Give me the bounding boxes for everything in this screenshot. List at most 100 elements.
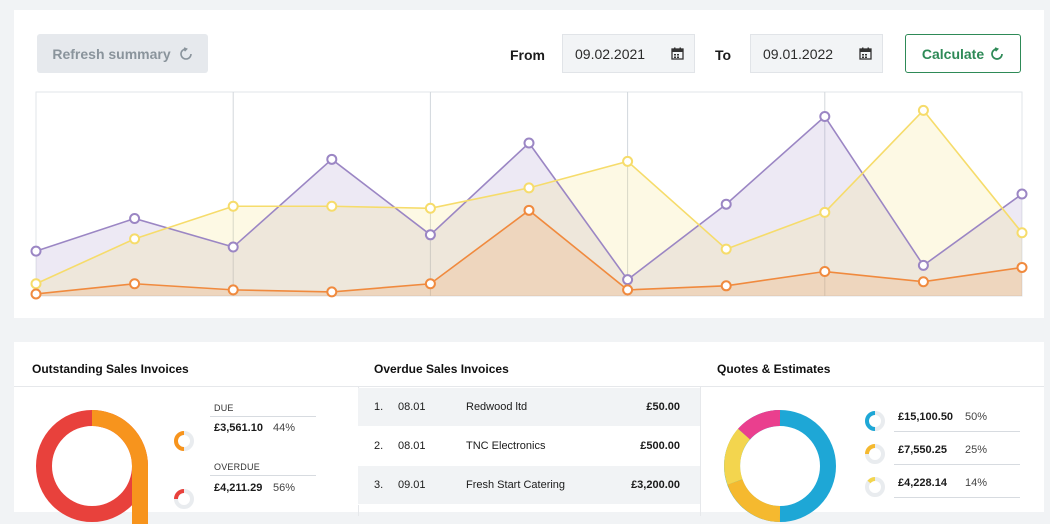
series-1-point: [819, 110, 831, 122]
refresh-summary-label: Refresh summary: [52, 45, 171, 62]
quote-amount-1: £15,100.50: [898, 411, 954, 423]
series-1-point: [227, 241, 239, 253]
table-row[interactable]: 3. 09.01 Fresh Start Catering £3,200.00: [358, 466, 700, 505]
to-date-field[interactable]: 09.01.2022: [750, 34, 883, 73]
quote-amount-2: £7,550.25: [898, 444, 947, 456]
table-row[interactable]: 1. 08.01 Redwood ltd £50.00: [358, 388, 700, 427]
legend-underline: [894, 464, 1020, 465]
series-1-point: [720, 198, 732, 210]
quotes-slice-2: [727, 478, 781, 522]
due-mini-ring-icon: [174, 431, 194, 451]
series-3-point: [917, 276, 929, 288]
series-2-point: [917, 104, 929, 116]
row-amount: £50.00: [646, 401, 680, 413]
refresh-icon: [991, 46, 1003, 60]
quote-mini-ring-icon: [865, 444, 885, 464]
series-1-point: [622, 274, 634, 286]
series-2-point: [720, 243, 732, 255]
series-3-point: [1016, 261, 1028, 273]
quote-mini-ring-icon: [865, 411, 885, 431]
row-number: 1.: [374, 401, 384, 413]
row-customer: Redwood ltd: [466, 401, 528, 413]
series-2-point: [326, 200, 338, 212]
series-2-point: [129, 233, 141, 245]
row-number: 2.: [374, 440, 384, 452]
to-date-value: 09.01.2022: [763, 45, 834, 62]
calendar-icon[interactable]: [859, 47, 872, 60]
quotes-title: Quotes & Estimates: [717, 362, 831, 376]
calculate-button[interactable]: Calculate: [905, 34, 1021, 73]
series-1-point: [30, 245, 42, 257]
due-percent: 44%: [273, 422, 296, 434]
overdue-amount: £4,211.29: [214, 482, 263, 494]
due-slice: [91, 410, 148, 524]
series-3-point: [720, 280, 732, 292]
to-label: To: [715, 47, 732, 63]
series-3-point: [129, 278, 141, 290]
quote-percent-2: 25%: [965, 444, 988, 456]
overdue-mini-ring-icon: [174, 489, 194, 509]
quote-mini-ring-icon: [865, 477, 885, 497]
overdue-title: Overdue Sales Invoices: [374, 362, 509, 376]
quote-amount-3: £4,228.14: [898, 477, 947, 489]
quotes-donut-chart: [724, 409, 836, 522]
invoices-panel: Outstanding Sales Invoices Overdue Sales…: [14, 342, 1044, 524]
series-1-point: [917, 259, 929, 271]
series-1-point: [523, 137, 535, 149]
row-date: 08.01: [398, 440, 426, 452]
series-1-point: [1016, 188, 1028, 200]
section-divider: [14, 386, 1044, 387]
legend-underline: [894, 431, 1020, 432]
sales-area-chart: [30, 91, 1028, 300]
legend-underline: [210, 416, 316, 417]
series-2-point: [819, 206, 831, 218]
series-2-point: [30, 278, 42, 290]
series-1-point: [129, 212, 141, 224]
series-2-area: [36, 110, 1022, 296]
row-date: 09.01: [398, 479, 426, 491]
outstanding-title: Outstanding Sales Invoices: [32, 362, 189, 376]
series-3-point: [819, 266, 831, 278]
row-amount: £3,200.00: [631, 479, 680, 491]
refresh-icon: [179, 46, 192, 60]
series-2-point: [227, 200, 239, 212]
outstanding-donut-chart: [36, 410, 148, 524]
refresh-summary-button[interactable]: Refresh summary: [37, 34, 208, 73]
row-number: 3.: [374, 479, 384, 491]
due-label: DUE: [214, 403, 234, 413]
column-divider: [700, 386, 701, 516]
series-3-point: [227, 284, 239, 296]
series-3-point: [424, 278, 436, 290]
series-3-point: [622, 284, 634, 296]
row-customer: Fresh Start Catering: [466, 479, 566, 491]
series-2-point: [622, 155, 634, 167]
overdue-percent: 56%: [273, 482, 296, 494]
from-label: From: [510, 47, 545, 63]
series-3-area: [36, 210, 1022, 296]
series-2-point: [1016, 227, 1028, 239]
calendar-icon[interactable]: [671, 47, 684, 60]
series-1-point: [424, 229, 436, 241]
sales-summary-card: Refresh summary From 09.02.2021 To 09.01…: [14, 10, 1044, 318]
table-row[interactable]: 2. 08.01 TNC Electronics £500.00: [358, 427, 700, 466]
quote-percent-1: 50%: [965, 411, 988, 423]
series-3-point: [523, 204, 535, 216]
row-date: 08.01: [398, 401, 426, 413]
quotes-slice-3: [724, 428, 751, 485]
due-amount: £3,561.10: [214, 422, 263, 434]
quote-percent-3: 14%: [965, 477, 988, 489]
series-2-point: [523, 182, 535, 194]
series-3-point: [326, 286, 338, 298]
series-2-point: [424, 202, 436, 214]
from-date-field[interactable]: 09.02.2021: [562, 34, 695, 73]
legend-underline: [210, 475, 316, 476]
overdue-invoices-table: 1. 08.01 Redwood ltd £50.00 2. 08.01 TNC…: [358, 388, 700, 505]
row-amount: £500.00: [640, 440, 680, 452]
quotes-slice-4: [738, 409, 781, 440]
from-date-value: 09.02.2021: [575, 45, 646, 62]
series-3-point: [30, 288, 42, 300]
legend-underline: [894, 497, 1020, 498]
overdue-label: OVERDUE: [214, 462, 260, 472]
calculate-label: Calculate: [921, 45, 985, 62]
row-customer: TNC Electronics: [466, 440, 546, 452]
